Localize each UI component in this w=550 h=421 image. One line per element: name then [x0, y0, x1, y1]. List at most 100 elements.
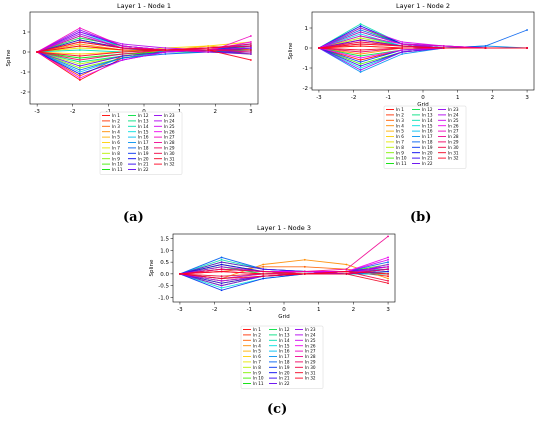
data-point	[78, 75, 81, 77]
data-point	[121, 59, 124, 61]
data-point	[179, 272, 181, 275]
x-tick-label: 2	[491, 95, 495, 101]
legend-entry: In 30	[305, 365, 316, 370]
chart-title: Layer 1 - Node 2	[396, 2, 450, 10]
legend-entry: In 23	[448, 107, 459, 112]
legend-entry: In 13	[279, 333, 290, 338]
x-tick-label: 3	[525, 95, 529, 101]
x-tick-label: -3	[316, 95, 322, 101]
series-line-32	[318, 45, 528, 49]
data-point	[387, 270, 389, 273]
x-tick-label: 2	[214, 109, 218, 115]
legend-entry: In 9	[396, 150, 404, 155]
data-point	[220, 275, 223, 278]
legend-entry: In 27	[448, 129, 459, 134]
legend-entry: In 11	[396, 161, 407, 166]
data-point	[359, 53, 362, 55]
data-point	[359, 33, 362, 35]
data-point	[359, 51, 362, 53]
legend-entry: In 5	[396, 129, 404, 134]
data-point	[78, 39, 81, 41]
legend-entry: In 31	[305, 370, 316, 375]
data-point	[36, 51, 39, 53]
legend-entry: In 30	[164, 151, 175, 156]
legend-entry: In 3	[396, 118, 404, 123]
data-point	[121, 51, 124, 53]
data-point	[526, 29, 528, 31]
data-point	[359, 71, 362, 73]
data-point	[359, 49, 362, 51]
legend-entry: In 25	[305, 338, 316, 343]
legend-entry: In 26	[305, 343, 316, 348]
legend-entry: In 21	[279, 376, 290, 381]
y-tick-label: -1.0	[158, 295, 169, 301]
data-point	[78, 47, 81, 49]
data-point	[249, 59, 252, 61]
legend-entry: In 13	[138, 119, 149, 124]
data-point	[484, 47, 487, 49]
data-point	[442, 45, 445, 47]
data-point	[78, 49, 81, 51]
data-point	[359, 37, 362, 39]
y-tick-label: 0.5	[160, 260, 169, 266]
data-point	[262, 268, 265, 271]
legend-entry: In 5	[253, 349, 261, 354]
data-point	[442, 47, 445, 49]
legend-entry: In 27	[164, 135, 175, 140]
data-point	[121, 43, 124, 45]
y-tick-label: -2	[303, 86, 308, 92]
legend-entry: In 23	[305, 327, 316, 332]
data-point	[164, 51, 167, 53]
data-point	[220, 261, 223, 264]
legend-entry: In 10	[112, 162, 123, 167]
data-point	[220, 263, 223, 266]
x-tick-label: -1	[247, 307, 252, 313]
data-point	[262, 263, 265, 266]
legend-entry: In 1	[112, 113, 120, 118]
data-point	[249, 51, 252, 53]
legend-entry: In 32	[305, 376, 316, 381]
data-point	[78, 43, 81, 45]
legend-entry: In 12	[279, 327, 290, 332]
legend-entry: In 16	[422, 129, 433, 134]
data-point	[303, 258, 306, 261]
data-point	[359, 69, 362, 71]
legend-entry: In 20	[138, 156, 149, 161]
legend-entry: In 28	[164, 140, 175, 145]
data-point	[359, 67, 362, 69]
legend-entry: In 13	[422, 113, 433, 118]
x-tick-label: 1	[456, 95, 460, 101]
data-point	[78, 33, 81, 35]
series-line-31	[37, 45, 251, 53]
data-point	[318, 47, 320, 49]
x-tick-label: 1	[317, 307, 321, 313]
legend-entry: In 10	[396, 156, 407, 161]
series-line-30	[36, 41, 251, 53]
legend-entry: In 31	[164, 156, 175, 161]
y-tick-label: 0.0	[160, 272, 169, 278]
data-point	[359, 55, 362, 57]
legend-entry: In 7	[253, 360, 261, 365]
data-point	[220, 270, 223, 273]
legend-entry: In 1	[253, 327, 261, 332]
data-point	[220, 282, 223, 285]
legend-entry: In 12	[422, 107, 433, 112]
data-point	[220, 268, 223, 271]
legend-entry: In 32	[448, 156, 459, 161]
legend-entry: In 17	[138, 140, 149, 145]
data-point	[359, 57, 362, 59]
legend-entry: In 26	[448, 123, 459, 128]
legend-entry: In 25	[164, 124, 175, 129]
series-line-26	[36, 41, 251, 79]
legend-entry: In 3	[112, 124, 120, 129]
data-point	[78, 79, 81, 81]
y-tick-label: -0.5	[158, 284, 169, 290]
data-point	[220, 265, 223, 268]
y-axis-label: Spline	[6, 49, 12, 67]
data-point	[401, 45, 404, 47]
legend-entry: In 6	[253, 354, 261, 359]
data-point	[526, 47, 528, 49]
data-point	[359, 41, 362, 43]
data-point	[220, 258, 223, 261]
data-point	[303, 272, 306, 275]
